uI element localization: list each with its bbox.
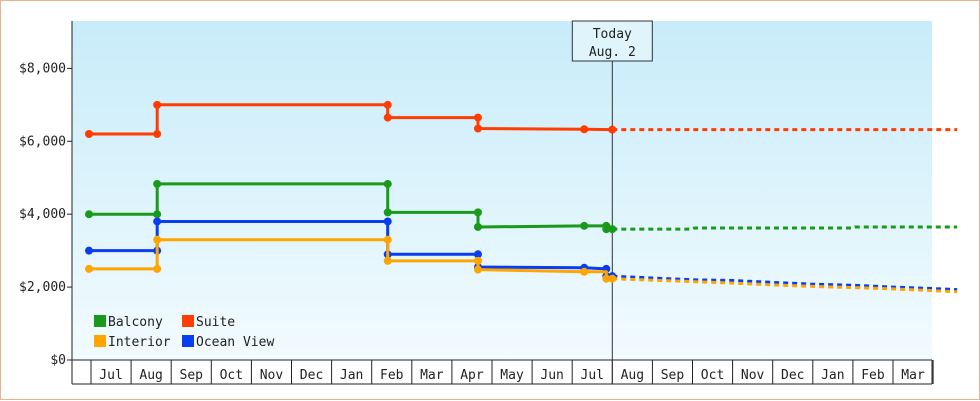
series-forecast-ocean-view xyxy=(612,274,958,292)
x-tick-label: Aug xyxy=(621,368,644,383)
x-tick-label: Aug xyxy=(139,368,162,383)
data-point-suite[interactable] xyxy=(608,125,617,134)
data-point-interior[interactable] xyxy=(383,256,392,265)
data-point-balcony[interactable] xyxy=(602,225,611,234)
x-tick-label: May xyxy=(500,368,524,383)
data-point-balcony[interactable] xyxy=(153,179,162,188)
data-point-suite[interactable] xyxy=(580,125,589,134)
y-tick-label: $6,000 xyxy=(19,134,66,149)
y-axis: $0 $2,000 $4,000 $6,000 $8,000 xyxy=(19,21,73,384)
data-point-balcony[interactable] xyxy=(473,222,482,231)
legend-label-suite: Suite xyxy=(196,315,235,330)
legend-label-ocean-view: Ocean View xyxy=(196,335,274,350)
data-point-interior[interactable] xyxy=(473,256,482,265)
legend-swatch-interior xyxy=(94,335,106,347)
x-tick-label: Sep xyxy=(661,368,685,383)
data-point-suite[interactable] xyxy=(473,113,482,122)
today-label-line2: Aug. 2 xyxy=(589,45,636,60)
x-tick-label: Sep xyxy=(180,368,204,383)
data-point-balcony[interactable] xyxy=(84,210,93,219)
x-tick-label: Jun xyxy=(540,368,563,383)
x-tick-label: Dec xyxy=(781,368,804,383)
data-point-suite[interactable] xyxy=(383,113,392,122)
data-point-interior[interactable] xyxy=(473,265,482,274)
legend-swatch-balcony xyxy=(94,315,106,327)
x-axis: Jul Aug Sep Oct Nov Dec Jan Feb Mar Apr May Jun Jul A… xyxy=(71,359,934,385)
series-forecast-balcony xyxy=(612,225,958,231)
data-point-interior[interactable] xyxy=(608,274,617,283)
data-point-ocean-view[interactable] xyxy=(153,217,162,226)
data-point-balcony[interactable] xyxy=(608,225,617,234)
x-tick-label: Oct xyxy=(701,368,724,383)
x-tick-label: Oct xyxy=(220,368,243,383)
data-point-balcony[interactable] xyxy=(383,208,392,217)
plot-background xyxy=(72,21,932,360)
today-label-line1: Today xyxy=(593,27,632,42)
y-tick-label: $4,000 xyxy=(19,207,66,222)
x-tick-label: Apr xyxy=(460,368,484,383)
series-group xyxy=(84,100,958,294)
data-point-suite[interactable] xyxy=(473,124,482,133)
data-point-interior[interactable] xyxy=(580,267,589,276)
x-tick-label: Nov xyxy=(260,368,284,383)
data-point-suite[interactable] xyxy=(383,100,392,109)
data-point-suite[interactable] xyxy=(84,130,93,138)
legend-swatch-suite xyxy=(182,315,194,327)
data-point-ocean-view[interactable] xyxy=(84,246,93,255)
today-label-box xyxy=(571,20,653,62)
y-tick-label: $0 xyxy=(50,353,66,368)
legend-label-interior: Interior xyxy=(108,335,171,350)
x-tick-label: Feb xyxy=(380,368,404,383)
x-tick-label: Jul xyxy=(99,368,122,383)
series-forecast-interior xyxy=(612,277,958,294)
x-tick-label: Jul xyxy=(581,368,604,383)
data-point-ocean-view[interactable] xyxy=(473,250,482,259)
legend-swatch-ocean-view xyxy=(182,335,194,347)
data-point-balcony[interactable] xyxy=(580,221,589,230)
y-tick-label: $8,000 xyxy=(19,61,66,76)
x-tick-label: Feb xyxy=(861,368,885,383)
data-point-interior[interactable] xyxy=(153,235,162,244)
legend: Balcony Suite Interior Ocean View xyxy=(94,315,274,350)
data-point-suite[interactable] xyxy=(153,130,162,138)
data-point-interior[interactable] xyxy=(602,274,611,283)
x-tick-label: Nov xyxy=(741,368,765,383)
data-point-suite[interactable] xyxy=(153,100,162,109)
data-point-balcony[interactable] xyxy=(153,210,162,219)
data-point-balcony[interactable] xyxy=(383,179,392,188)
x-tick-label: Mar xyxy=(901,368,925,383)
data-point-interior[interactable] xyxy=(383,235,392,244)
data-point-balcony[interactable] xyxy=(473,208,482,217)
legend-label-balcony: Balcony xyxy=(108,315,163,330)
y-tick-label: $2,000 xyxy=(19,280,66,295)
today-marker: Today Aug. 2 xyxy=(571,20,653,384)
data-point-interior[interactable] xyxy=(84,264,93,273)
x-tick-label: Dec xyxy=(300,368,323,383)
x-tick-label: Jan xyxy=(821,368,844,383)
x-tick-label: Jan xyxy=(340,368,363,383)
data-point-interior[interactable] xyxy=(153,264,162,273)
data-point-ocean-view[interactable] xyxy=(383,217,392,226)
x-tick-label: Mar xyxy=(420,368,444,383)
